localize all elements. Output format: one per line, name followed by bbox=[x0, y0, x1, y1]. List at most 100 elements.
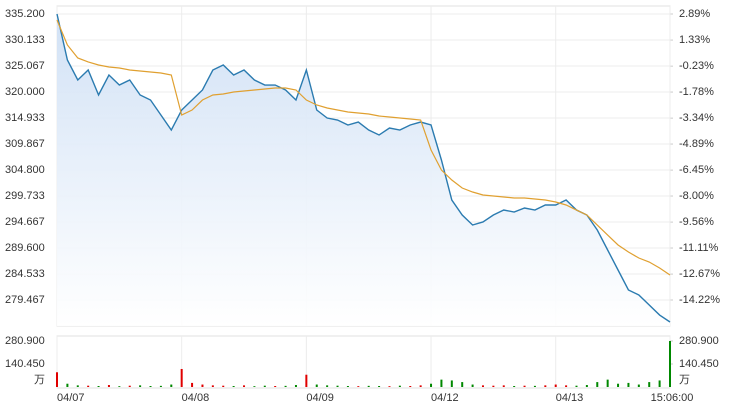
volume-bar bbox=[523, 385, 526, 387]
volume-bar bbox=[596, 382, 599, 387]
volume-bar bbox=[367, 385, 370, 387]
volume-bar bbox=[378, 386, 381, 387]
price-line bbox=[56, 13, 671, 323]
volume-bar bbox=[606, 379, 609, 387]
volume-bar bbox=[419, 385, 422, 387]
y2-tick-label: -3.34% bbox=[679, 112, 714, 124]
y2-tick-label: -12.67% bbox=[679, 268, 720, 280]
volume-bar bbox=[326, 385, 329, 387]
volume-bar bbox=[388, 386, 391, 387]
volume-bar bbox=[669, 341, 671, 387]
y2-tick-label: -11.11% bbox=[679, 242, 719, 254]
volume-bar bbox=[191, 382, 194, 387]
y2-tick-label: -1.78% bbox=[679, 86, 714, 98]
volume-bar bbox=[481, 385, 484, 387]
y-tick-label: 309.867 bbox=[5, 138, 45, 150]
volume-bar bbox=[97, 386, 100, 387]
volume-bar bbox=[315, 384, 318, 387]
volume-bar bbox=[409, 386, 412, 387]
price-area bbox=[57, 14, 670, 326]
y2-tick-label: -8.00% bbox=[679, 190, 714, 202]
volume-tick-label: 280.900 bbox=[679, 335, 719, 347]
y-tick-label: 325.067 bbox=[5, 60, 45, 72]
volume-bar bbox=[211, 385, 214, 387]
volume-bar bbox=[502, 385, 505, 387]
volume-bar bbox=[544, 385, 547, 387]
volume-tick-label: 140.450 bbox=[5, 358, 45, 370]
y-tick-label: 330.133 bbox=[5, 34, 45, 46]
volume-bar bbox=[66, 383, 69, 387]
volume-bar bbox=[107, 385, 110, 387]
y-tick-label: 294.667 bbox=[5, 216, 45, 228]
volume-bar bbox=[284, 385, 287, 387]
volume-bar bbox=[398, 385, 401, 387]
volume-unit: 万 bbox=[679, 374, 690, 386]
volume-bar bbox=[201, 384, 204, 387]
x-tick-label: 04/13 bbox=[556, 392, 584, 404]
volume-bar bbox=[627, 382, 630, 387]
y-tick-label: 284.533 bbox=[5, 268, 45, 280]
volume-bar bbox=[658, 380, 661, 387]
volume-bar bbox=[565, 385, 568, 387]
volume-frame bbox=[56, 335, 671, 389]
volume-bar bbox=[128, 385, 131, 387]
volume-bar bbox=[253, 386, 256, 387]
volume-bar bbox=[617, 383, 620, 387]
volume-bar bbox=[450, 380, 453, 387]
y2-tick-label: 2.89% bbox=[679, 8, 710, 20]
volume-bar bbox=[87, 385, 90, 387]
volume-bar bbox=[76, 385, 79, 387]
volume-bar bbox=[648, 382, 651, 387]
volume-bar bbox=[222, 385, 225, 387]
y-tick-label: 289.600 bbox=[5, 242, 45, 254]
y-tick-label: 335.200 bbox=[5, 8, 45, 20]
volume-bar bbox=[139, 385, 142, 387]
volume-bar bbox=[243, 385, 246, 387]
volume-bar bbox=[263, 385, 266, 387]
x-tick-label: 04/12 bbox=[431, 392, 459, 404]
y2-tick-label: -9.56% bbox=[679, 216, 714, 228]
y-tick-label: 299.733 bbox=[5, 190, 45, 202]
volume-bar bbox=[585, 385, 588, 387]
y2-tick-label: -4.89% bbox=[679, 138, 714, 150]
volume-tick-label: 280.900 bbox=[5, 335, 45, 347]
volume-bar bbox=[357, 386, 360, 387]
volume-bar bbox=[232, 386, 235, 387]
x-tick-label: 04/09 bbox=[306, 392, 334, 404]
volume-bar bbox=[575, 385, 578, 387]
y-tick-label: 314.933 bbox=[5, 112, 45, 124]
volume-bar bbox=[346, 386, 349, 387]
y2-tick-label: 1.33% bbox=[679, 34, 710, 46]
volume-bar bbox=[159, 385, 162, 387]
average-line bbox=[56, 19, 671, 276]
volume-bar bbox=[170, 384, 173, 387]
volume-bar bbox=[637, 384, 640, 387]
volume-bar bbox=[440, 379, 443, 387]
y-tick-label: 320.000 bbox=[5, 86, 45, 98]
x-tick-label: 15:06:00 bbox=[651, 392, 694, 404]
y-tick-label: 279.467 bbox=[5, 294, 45, 306]
volume-tick-label: 140.450 bbox=[679, 358, 719, 370]
volume-bar bbox=[533, 385, 536, 387]
volume-unit: 万 bbox=[34, 374, 45, 386]
y2-tick-label: -6.45% bbox=[679, 164, 714, 176]
volume-bar bbox=[118, 386, 121, 387]
volume-bar bbox=[180, 368, 183, 387]
volume-bar bbox=[56, 372, 58, 387]
volume-bar bbox=[305, 374, 308, 387]
x-tick-label: 04/08 bbox=[182, 392, 210, 404]
volume-bar bbox=[554, 384, 557, 387]
volume-bar bbox=[430, 383, 433, 387]
y-tick-label: 304.800 bbox=[5, 164, 45, 176]
volume-bar bbox=[274, 386, 277, 387]
y2-tick-label: -14.22% bbox=[679, 294, 720, 306]
y2-tick-label: -0.23% bbox=[679, 60, 714, 72]
volume-bar bbox=[336, 385, 339, 387]
x-tick-label: 04/07 bbox=[57, 392, 85, 404]
volume-bar bbox=[294, 385, 297, 387]
volume-bar bbox=[471, 384, 474, 387]
volume-bar bbox=[461, 382, 464, 387]
volume-bar bbox=[149, 386, 152, 387]
volume-bar bbox=[492, 385, 495, 387]
